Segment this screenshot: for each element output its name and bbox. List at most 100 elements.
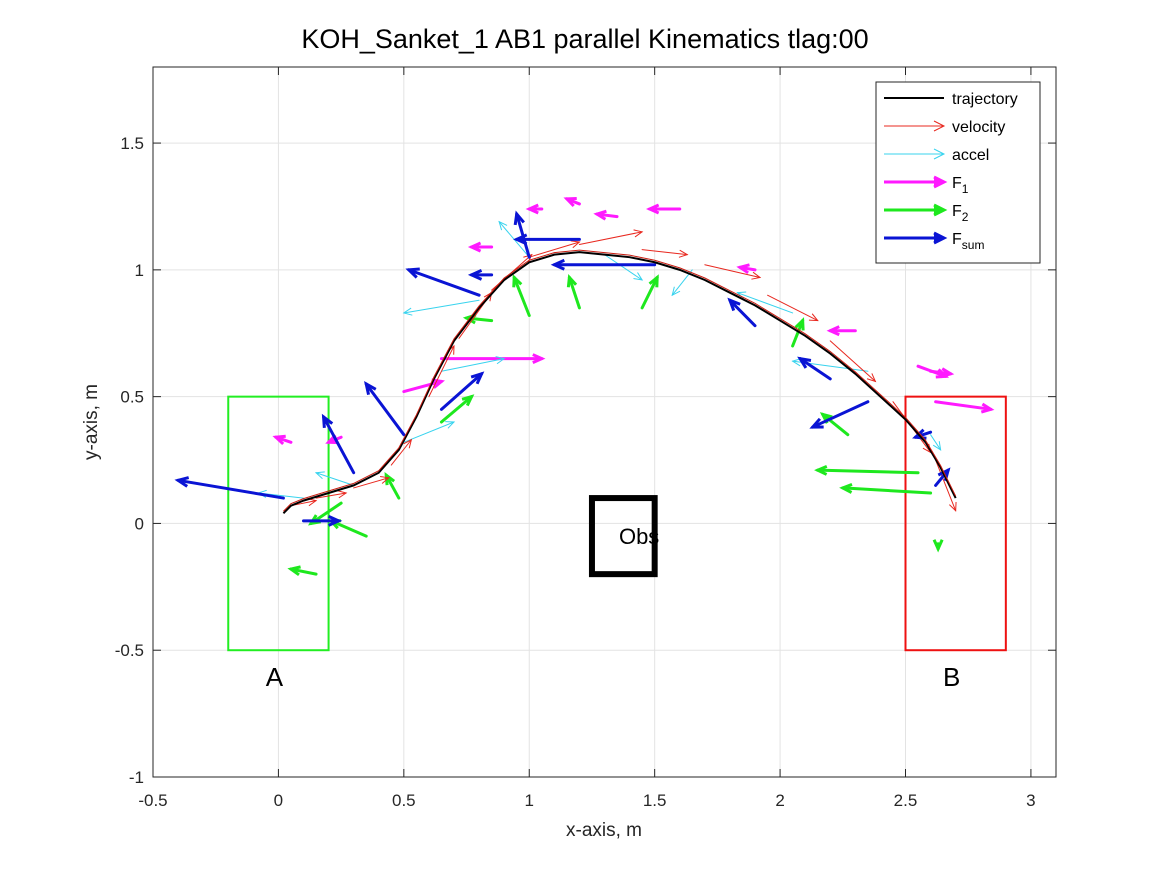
y-tick-label: -1	[129, 768, 144, 787]
x-axis-label: x-axis, m	[566, 820, 642, 841]
fsum-arrow	[550, 258, 657, 271]
region-b-box	[904, 395, 1007, 652]
fsum-arrow-head	[328, 515, 343, 527]
velocity-arrow	[578, 229, 644, 245]
fsum-arrow	[797, 356, 832, 381]
f1-arrow	[934, 400, 995, 414]
region-a-label: A	[266, 662, 284, 692]
fsum-arrow-head	[470, 371, 485, 385]
velocity-arrow	[767, 294, 819, 322]
legend-swatch-head	[933, 231, 948, 245]
f2-arrow-shaft	[821, 412, 850, 437]
accel-arrow-shaft	[736, 292, 794, 314]
trajectory-line	[282, 251, 957, 514]
legend-label-subscript: 1	[962, 182, 969, 196]
velocity-arrow-head	[633, 229, 644, 238]
fsum-arrow	[513, 233, 581, 246]
f1-arrow-head	[431, 378, 445, 389]
f2-arrow	[791, 317, 805, 348]
f1-arrow-head	[645, 203, 660, 215]
velocity-arrow-head	[380, 476, 390, 484]
accel-arrow-head	[498, 220, 508, 231]
obstacle-label: Obs	[619, 524, 659, 549]
f1-arrow-head	[272, 434, 286, 446]
velocity-arrow	[528, 240, 581, 258]
velocity-arrow-shaft	[353, 477, 390, 489]
f2-arrow-shaft	[289, 567, 318, 576]
f1-arrow	[525, 203, 544, 215]
velocity-arrow-shaft	[390, 439, 412, 466]
f2-arrow-shaft	[640, 275, 659, 310]
velocity-arrow-head	[751, 271, 762, 280]
f2-arrow-shaft	[841, 486, 933, 495]
accel-arrow	[403, 421, 456, 443]
velocity-arrow-head	[403, 438, 413, 449]
velocity-arrow-head	[678, 249, 689, 258]
f2-arrow-head	[794, 317, 805, 331]
trajectory-series	[282, 249, 957, 514]
f1-arrow-head	[467, 241, 482, 253]
y-tick-label: 1	[135, 261, 144, 280]
velocity-arrow-shaft	[641, 249, 688, 256]
f1-arrow	[439, 353, 546, 365]
f2-arrow-shaft	[384, 473, 401, 500]
accel-arrow	[930, 434, 942, 451]
f1-arrow	[826, 325, 857, 337]
f2-arrow	[566, 273, 581, 310]
fsum-arrow-shaft	[798, 357, 832, 381]
vector-fields	[174, 196, 995, 577]
legend-swatch	[884, 175, 948, 189]
fsum-arrow-head	[467, 269, 483, 281]
velocity-arrow-shaft	[528, 241, 580, 258]
velocity-arrow-shaft	[578, 231, 643, 245]
f1-arrow-head	[563, 196, 577, 208]
legend-label-text: trajectory	[952, 91, 1018, 108]
fsum-arrow-shaft	[439, 372, 484, 411]
f1-arrow-head	[525, 203, 539, 215]
f1-arrow	[467, 241, 494, 253]
f1-arrow-head	[736, 263, 750, 275]
legend-label-text: F	[952, 203, 962, 220]
accel-arrow-head	[314, 471, 325, 480]
axes-box	[152, 66, 1057, 778]
velocity-arrow	[829, 340, 877, 383]
legend-label: accel	[952, 147, 989, 164]
f2-arrow	[640, 274, 659, 310]
x-tick-label: 2.5	[894, 791, 918, 810]
f1-arrow-head	[532, 353, 546, 365]
f2-arrow	[814, 464, 920, 476]
fsum-arrow-shaft	[407, 268, 481, 297]
fsum-arrow	[727, 297, 757, 328]
legend-label-subscript: 2	[962, 210, 969, 224]
x-tick-label: 3	[1026, 791, 1035, 810]
fsum-arrow-shaft	[728, 298, 757, 328]
accel-arrow-head	[402, 307, 413, 316]
accel-arrow-head	[671, 286, 681, 297]
velocity-arrow-head	[337, 490, 348, 499]
velocity-arrow	[315, 490, 348, 499]
axis-ticks: -0.5 0 0.5 1 1.5 2 2.5 3 -1 -0.5 0 0.5 1 1.5	[115, 67, 1056, 810]
f2-arrow-head	[384, 472, 396, 486]
f2-arrow	[384, 472, 401, 500]
f2-arrow	[932, 539, 944, 553]
fsum-arrow	[809, 400, 870, 429]
y-tick-label: 0	[135, 514, 144, 533]
fsum-arrow-head	[174, 476, 190, 488]
accel-arrow-head	[791, 358, 802, 367]
f1-arrow-head	[593, 209, 607, 221]
x-tick-label: 0.5	[392, 791, 416, 810]
accel-arrow-shaft	[315, 472, 355, 486]
accel-arrow-head	[445, 421, 456, 429]
f1-arrow	[645, 203, 682, 215]
legend-label: trajectory	[952, 91, 1018, 108]
velocity-arrow-shaft	[704, 264, 761, 278]
legend-label: F2	[952, 203, 969, 224]
velocity-arrow	[641, 249, 689, 258]
velocity-arrow	[353, 476, 390, 489]
f1-arrow-head	[826, 325, 840, 337]
fsum-arrow	[302, 515, 343, 527]
fsum-arrow-shaft	[364, 382, 406, 437]
fsum-arrow-head	[513, 233, 528, 246]
fsum-arrow-head	[550, 258, 565, 271]
